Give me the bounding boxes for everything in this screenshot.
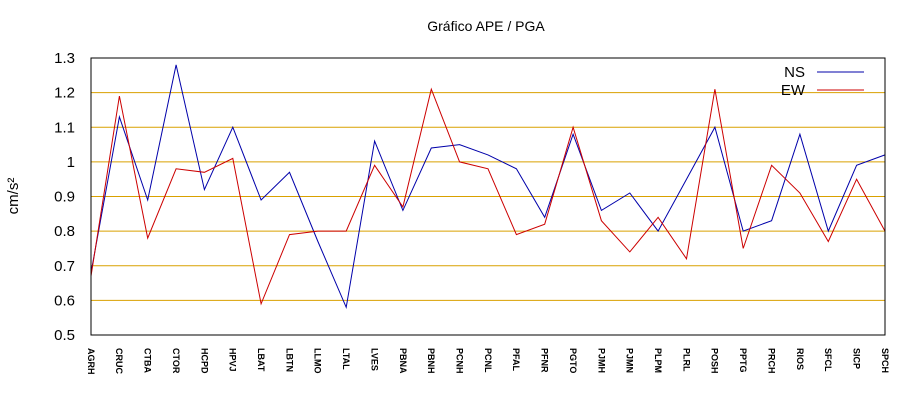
chart-title: Gráfico APE / PGA: [427, 18, 545, 34]
x-tick-label: HPVJ: [228, 348, 238, 372]
y-tick-label: 0.8: [54, 223, 75, 240]
y-tick-label: 0.6: [54, 292, 75, 309]
y-tick-label: 0.7: [54, 258, 75, 275]
x-tick-label: SPCH: [880, 348, 890, 373]
y-tick-label: 1.3: [54, 50, 75, 67]
x-tick-label: CTOR: [171, 348, 181, 374]
x-tick-label: LVES: [369, 348, 379, 371]
series-line-ns: [90, 64, 886, 310]
x-tick-label: PLPM: [653, 348, 663, 373]
plot-frame: [90, 57, 886, 336]
y-tick-label: 1: [67, 154, 75, 171]
x-tick-label: LTAL: [341, 348, 351, 370]
x-tick-label: PPTG: [738, 348, 748, 373]
x-tick-label: PBNH: [426, 348, 436, 374]
x-tick-label: PBNA: [398, 348, 408, 374]
x-tick-label: SFCL: [823, 348, 833, 372]
x-tick-label: PLRL: [681, 348, 691, 372]
x-tick-label: LBTN: [284, 348, 294, 372]
x-tick-label: PCNH: [454, 348, 464, 374]
y-tick-label: 0.5: [54, 327, 75, 344]
y-tick-label: 1.1: [54, 119, 75, 136]
grid-layer: [91, 92, 885, 301]
x-tick-label: PGTO: [568, 348, 578, 373]
x-tick-label: PFNR: [540, 348, 550, 373]
series-layer: [90, 64, 886, 310]
x-tick-labels: AGRH CRUC CTBA CTOR HCPD HPVJ LBAT LBTN LLMO LTAL…: [86, 348, 890, 375]
x-tick-label: PFAL: [511, 348, 521, 372]
legend-label-ew: EW: [781, 82, 806, 99]
x-tick-label: LBAT: [256, 348, 266, 372]
x-tick-label: POSH: [710, 348, 720, 374]
legend-label-ns: NS: [784, 64, 805, 81]
y-axis-label: cm/s²: [5, 178, 22, 215]
y-axis-label-text: cm/s²: [5, 178, 22, 215]
x-tick-label: HCPD: [199, 348, 209, 374]
y-tick-label: 1.2: [54, 85, 75, 102]
x-tick-label: PRCH: [766, 348, 776, 374]
x-tick-label: RIOS: [795, 348, 805, 370]
x-tick-label: LLMO: [313, 348, 323, 374]
x-tick-label: AGRH: [86, 348, 96, 375]
y-tick-labels: 0.5 0.6 0.7 0.8 0.9 1 1.1 1.2 1.3: [54, 50, 75, 344]
x-tick-label: SICP: [851, 348, 861, 369]
x-tick-label: CTBA: [143, 348, 153, 373]
x-tick-label: PJMH: [596, 348, 606, 373]
x-tick-label: PJMN: [625, 348, 635, 373]
y-tick-label: 0.9: [54, 189, 75, 206]
x-tick-label: PCNL: [483, 348, 493, 373]
x-tick-label: CRUC: [114, 348, 124, 374]
